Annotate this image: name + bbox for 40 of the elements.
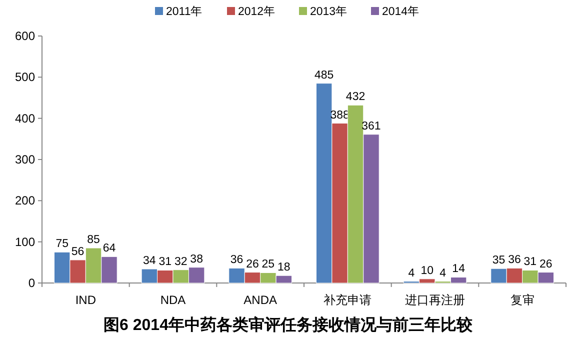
data-label: 85 [87,234,100,246]
data-label: 4 [408,267,416,280]
data-label: 35 [492,254,506,267]
data-label: 32 [174,256,188,268]
data-label: 31 [158,256,172,268]
data-label: 75 [56,238,68,250]
legend-label: 2012年 [238,5,276,18]
y-tick-label: 300 [14,152,36,166]
data-label: 34 [143,255,156,268]
y-tick-label: 0 [28,276,36,290]
data-label: 26 [540,258,552,270]
x-tick-label: 补充申请 [324,293,372,307]
data-label: 485 [314,69,334,82]
y-tick-label: 500 [14,70,36,84]
y-tick-label: 100 [14,234,36,249]
data-label: 18 [278,262,290,274]
legend-label: 2013年 [310,5,348,18]
text: 图6 2014年中药各类审评任务接收情况与前三年比较 [104,315,474,334]
data-label: 4 [440,267,447,280]
legend-label: 2014年 [382,5,420,18]
x-tick-label: ANDA [244,293,278,307]
x-tick-label: 进口再注册 [405,293,465,307]
data-label: 14 [452,263,466,276]
y-tick-label: 400 [14,111,36,126]
data-label: 10 [420,264,434,277]
data-label: 31 [524,256,537,268]
x-tick-label: NDA [160,293,186,307]
data-label: 38 [190,253,203,266]
data-label: 56 [71,246,84,258]
data-label: 64 [102,242,116,255]
x-tick-label: IND [75,293,96,307]
legend-label: 2011年 [166,5,203,18]
data-label: 25 [262,258,275,271]
data-label: 26 [246,258,259,270]
data-label: 36 [508,254,521,266]
data-label: 432 [346,91,366,104]
x-tick-label: 复审 [510,293,534,307]
data-label: 36 [230,254,244,266]
y-tick-label: 200 [14,194,36,208]
y-tick-label: 600 [14,29,36,43]
